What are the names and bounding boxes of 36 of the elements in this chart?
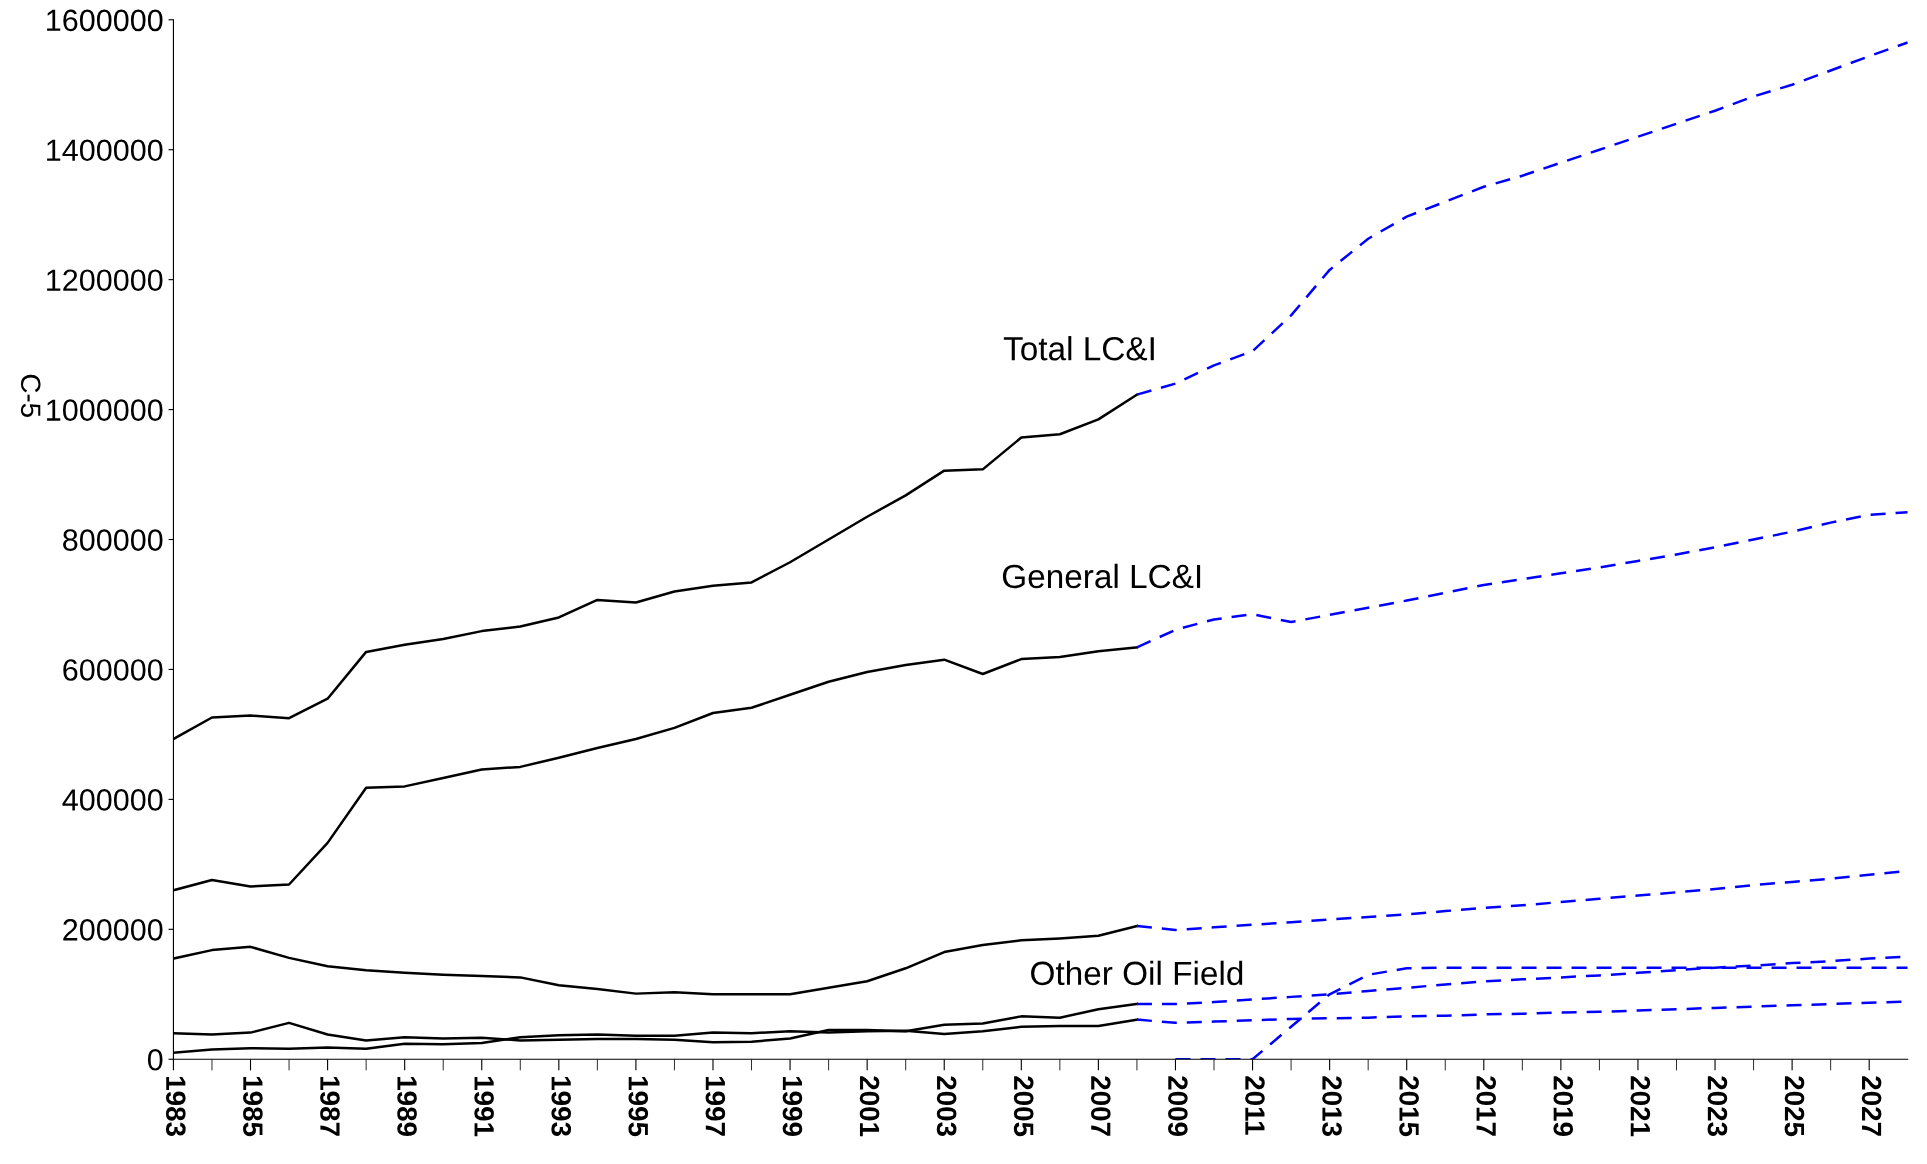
y-tick-label: 400000 bbox=[62, 789, 163, 811]
x-tick-label: 2015 bbox=[1399, 1076, 1419, 1137]
x-tick-label: 2025 bbox=[1784, 1076, 1805, 1137]
x-tick-label: 2017 bbox=[1476, 1076, 1496, 1136]
series-label: Other Oil Field bbox=[1031, 960, 1243, 986]
text: General LC&I bbox=[1002, 563, 1201, 589]
y-tick-label: 1600000 bbox=[47, 9, 163, 32]
x-tick-label: 2019 bbox=[1553, 1076, 1574, 1136]
y-tick-label: 1400000 bbox=[47, 139, 163, 162]
y-tick-label: 600000 bbox=[63, 659, 163, 681]
x-tick-label: 1995 bbox=[628, 1076, 649, 1137]
x-tick-label: 1993 bbox=[551, 1076, 572, 1136]
x-tick-label: 1983 bbox=[165, 1076, 186, 1136]
x-tick-label: 2003 bbox=[936, 1076, 957, 1136]
x-tick-label: 1997 bbox=[705, 1076, 726, 1136]
x-tick-label: 2001 bbox=[859, 1076, 880, 1137]
y-tick-label: 200000 bbox=[63, 919, 163, 941]
y-tick-label: 1000000 bbox=[47, 399, 163, 421]
x-tick-label: 2011 bbox=[1245, 1076, 1265, 1135]
y-tick-label: 800000 bbox=[63, 529, 163, 551]
y-tick-label: 0 bbox=[147, 1048, 163, 1071]
series-label: Total LC&I bbox=[1003, 336, 1154, 361]
x-tick-label: 2027 bbox=[1861, 1076, 1882, 1136]
x-tick-label: 1989 bbox=[397, 1076, 417, 1136]
y-tick-label: 1200000 bbox=[47, 269, 163, 292]
x-tick-label: 1999 bbox=[782, 1076, 803, 1136]
x-tick-label: 2021 bbox=[1630, 1076, 1651, 1137]
x-tick-label: 2009 bbox=[1168, 1076, 1188, 1136]
x-tick-label: 1991 bbox=[474, 1076, 494, 1137]
x-tick-label: 2013 bbox=[1322, 1076, 1342, 1136]
x-tick-label: 1985 bbox=[243, 1076, 263, 1137]
x-tick-label: 1987 bbox=[320, 1076, 340, 1136]
x-tick-label: 2005 bbox=[1013, 1076, 1034, 1137]
text: C-5 bbox=[20, 374, 41, 417]
x-tick-label: 2023 bbox=[1707, 1076, 1728, 1136]
x-tick-label: 2007 bbox=[1090, 1076, 1111, 1136]
